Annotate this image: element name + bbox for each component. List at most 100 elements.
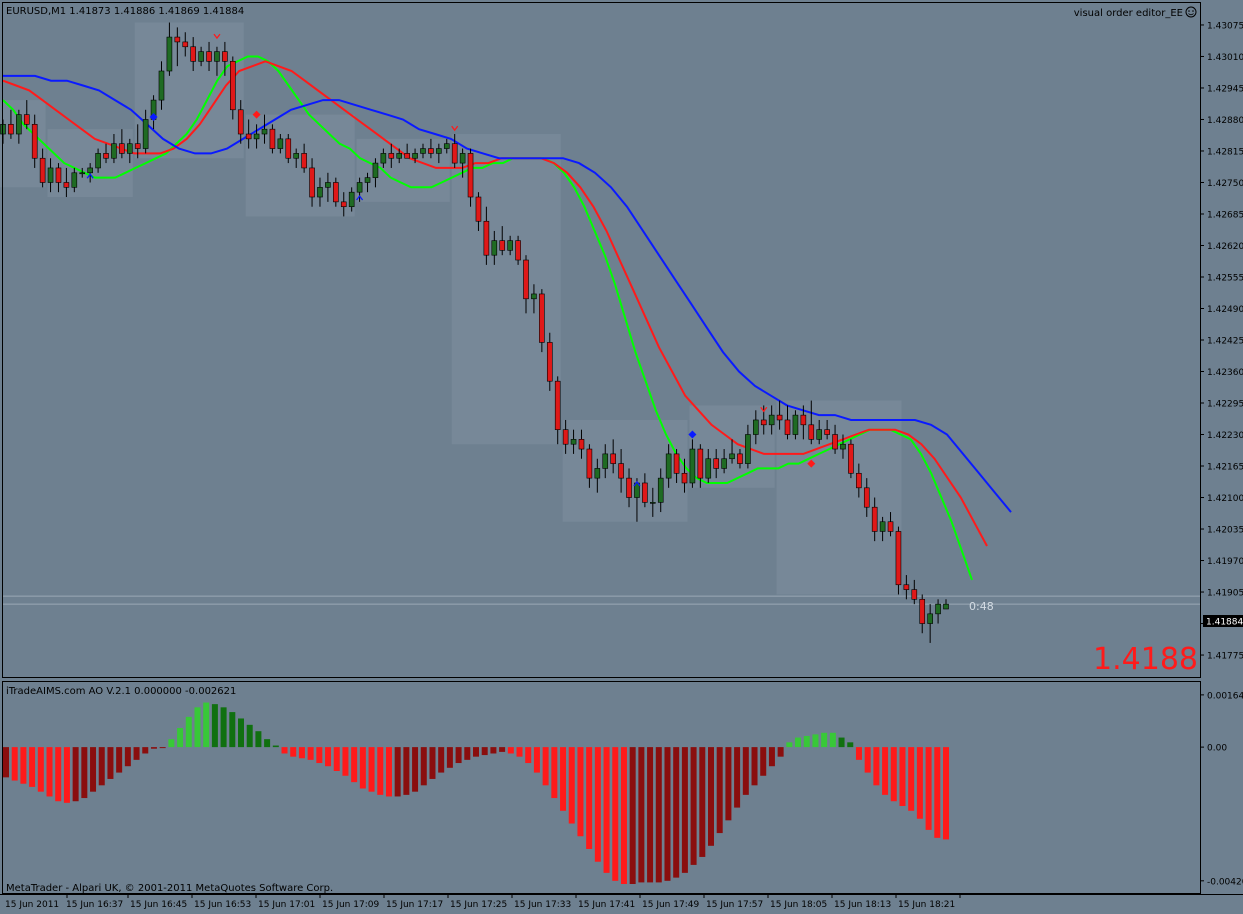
price-tick-label: 1.42425 bbox=[1207, 337, 1243, 347]
candle bbox=[919, 594, 926, 634]
ao-bar bbox=[594, 747, 601, 862]
candle bbox=[649, 487, 656, 517]
ao-bar bbox=[351, 747, 358, 783]
candle bbox=[404, 143, 410, 159]
candle bbox=[832, 424, 838, 454]
candle bbox=[523, 255, 529, 314]
ao-bar bbox=[551, 747, 558, 799]
ao-bar bbox=[760, 747, 767, 776]
ao-bar bbox=[829, 732, 836, 748]
time-tick-label: 15 Jun 18:13 bbox=[834, 900, 891, 910]
ao-bar bbox=[638, 747, 645, 883]
candle-body bbox=[261, 128, 268, 135]
ao-bar bbox=[786, 742, 793, 748]
ao-bar bbox=[690, 747, 697, 865]
candle bbox=[380, 148, 387, 168]
candle-body bbox=[602, 453, 609, 469]
ao-bar bbox=[37, 747, 44, 792]
candle bbox=[396, 148, 403, 164]
ao-bar bbox=[220, 707, 227, 748]
price-tick-label: 1.42360 bbox=[1207, 368, 1243, 378]
candle bbox=[753, 410, 759, 445]
candle-body bbox=[134, 143, 141, 149]
candle-body bbox=[126, 143, 133, 154]
ao-bar bbox=[681, 747, 688, 873]
candle bbox=[626, 468, 632, 508]
price-tick-label: 1.42750 bbox=[1207, 179, 1243, 189]
candle bbox=[689, 439, 696, 488]
candle-body bbox=[436, 148, 442, 154]
time-tick-label: 15 Jun 17:33 bbox=[514, 900, 571, 910]
candle-body bbox=[71, 172, 78, 188]
candle-body bbox=[356, 182, 363, 193]
ao-bar bbox=[821, 732, 828, 748]
candle bbox=[808, 400, 815, 445]
candle bbox=[39, 148, 46, 188]
candle bbox=[483, 206, 490, 265]
time-tick-label: 15 Jun 2011 bbox=[5, 900, 59, 910]
price-axis: 1.43075 1.43010 1.42945 1.42880 1.42815 1.427… bbox=[1200, 21, 1243, 662]
candle bbox=[428, 138, 434, 159]
ao-bar bbox=[194, 707, 201, 748]
bar-timer: 0:48 bbox=[969, 600, 994, 613]
candle bbox=[166, 22, 173, 76]
candle bbox=[79, 167, 86, 178]
candle bbox=[16, 109, 22, 144]
price-tick-label: 1.42620 bbox=[1207, 242, 1243, 252]
candle bbox=[745, 424, 751, 469]
candle-body bbox=[325, 182, 331, 188]
sell-arrow bbox=[451, 125, 459, 132]
candle bbox=[158, 61, 165, 110]
current-price-tag: 1.41884 bbox=[1203, 615, 1243, 628]
candle-body bbox=[491, 240, 498, 256]
ao-indicator-pane[interactable] bbox=[3, 702, 949, 884]
time-tick-label: 15 Jun 16:37 bbox=[66, 900, 123, 910]
candle-body bbox=[705, 458, 712, 479]
candle bbox=[713, 449, 719, 479]
candle bbox=[737, 449, 743, 469]
candle-body bbox=[871, 506, 878, 532]
candle bbox=[31, 114, 38, 168]
time-tick-label: 15 Jun 17:41 bbox=[578, 900, 635, 910]
candle bbox=[111, 134, 117, 164]
ao-bar bbox=[359, 747, 366, 789]
candle-body bbox=[531, 293, 537, 300]
candle-body bbox=[792, 414, 799, 435]
zone-box bbox=[47, 129, 133, 198]
candle bbox=[333, 177, 339, 207]
candle-body bbox=[879, 521, 886, 532]
candle-body bbox=[673, 453, 680, 474]
buy-arrow bbox=[356, 194, 364, 201]
candle-body bbox=[333, 182, 339, 203]
indicator-label: iTradeAIMS.com AO V.2.1 0.000000 -0.0026… bbox=[6, 686, 236, 697]
candle bbox=[451, 134, 458, 168]
zone-box bbox=[0, 100, 46, 188]
candle-body bbox=[412, 153, 418, 159]
candle bbox=[412, 148, 418, 164]
ao-bar bbox=[768, 747, 775, 767]
ao-bar bbox=[847, 742, 854, 748]
ao-bar bbox=[238, 718, 244, 748]
candle bbox=[8, 109, 14, 139]
candle-body bbox=[760, 419, 767, 426]
ao-bar bbox=[63, 747, 70, 803]
ao-bar bbox=[542, 747, 549, 786]
candle-body bbox=[190, 46, 196, 62]
candle bbox=[222, 41, 228, 76]
ao-bar bbox=[699, 747, 706, 857]
candle bbox=[253, 124, 260, 149]
candle bbox=[705, 449, 712, 483]
ao-bar bbox=[90, 747, 97, 792]
sell-arrow bbox=[760, 406, 768, 413]
ao-bar bbox=[620, 747, 627, 884]
candle-body bbox=[8, 124, 14, 135]
smiley-icon bbox=[1185, 6, 1197, 18]
candle bbox=[348, 187, 355, 212]
ao-bar bbox=[481, 747, 488, 756]
candle-body bbox=[753, 419, 759, 435]
candle-body bbox=[158, 70, 165, 101]
ao-bar bbox=[107, 747, 114, 779]
candle bbox=[237, 100, 244, 144]
ao-bar bbox=[795, 737, 802, 748]
main-price-pane[interactable] bbox=[0, 22, 1200, 643]
